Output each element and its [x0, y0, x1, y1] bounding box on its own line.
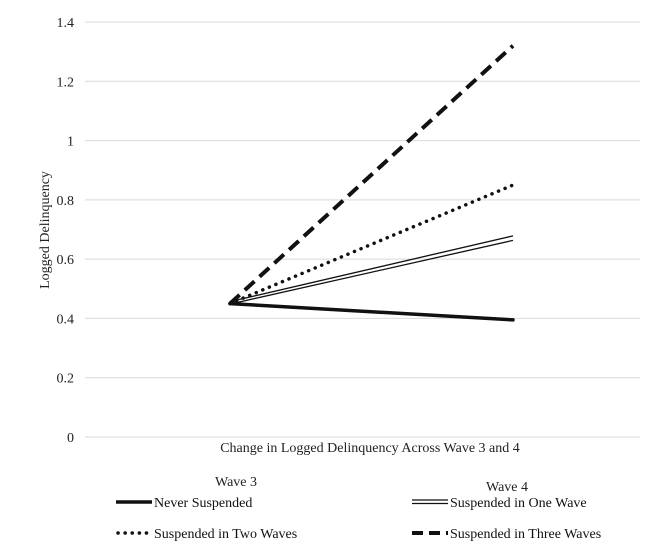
series-line-suspended-in-two-waves: [228, 183, 515, 306]
gridlines: [85, 21, 640, 438]
y-tick-label: 1: [67, 135, 74, 150]
y-tick-label: 1.4: [57, 16, 75, 31]
y-tick-label: 1.2: [57, 75, 75, 90]
y-tick-label: 0: [67, 431, 74, 446]
legend-label: Never Suspended: [154, 496, 252, 511]
y-tick-label: 0.6: [57, 253, 75, 268]
x-category-label: Wave 4: [486, 480, 528, 495]
y-tick-label: 0.4: [57, 312, 75, 327]
y-tick-label: 0.8: [57, 194, 75, 209]
series-line-suspended-in-one-wave-inner: [229, 239, 514, 305]
y-axis-title: Logged Delinquency: [38, 171, 53, 289]
series-lines: [228, 44, 515, 322]
x-axis-title: Change in Logged Delinquency Across Wave…: [220, 441, 520, 456]
series-line-never-suspended: [228, 301, 515, 322]
legend: Never Suspended Suspended in One Wave Susp…: [116, 496, 601, 542]
legend-label: Suspended in One Wave: [450, 496, 587, 511]
series-line-suspended-in-three-waves: [228, 44, 515, 306]
y-tick-label: 0.2: [57, 372, 75, 387]
category-labels: Wave 3 Wave 4: [215, 475, 528, 495]
y-axis-ticks: 0 0.2 0.4 0.6 0.8 1 1.2 1.4: [57, 16, 75, 446]
x-category-label: Wave 3: [215, 475, 257, 490]
series-line-suspended-in-one-wave: [229, 235, 514, 303]
legend-label: Suspended in Three Waves: [450, 527, 601, 542]
legend-label: Suspended in Two Waves: [154, 527, 297, 542]
